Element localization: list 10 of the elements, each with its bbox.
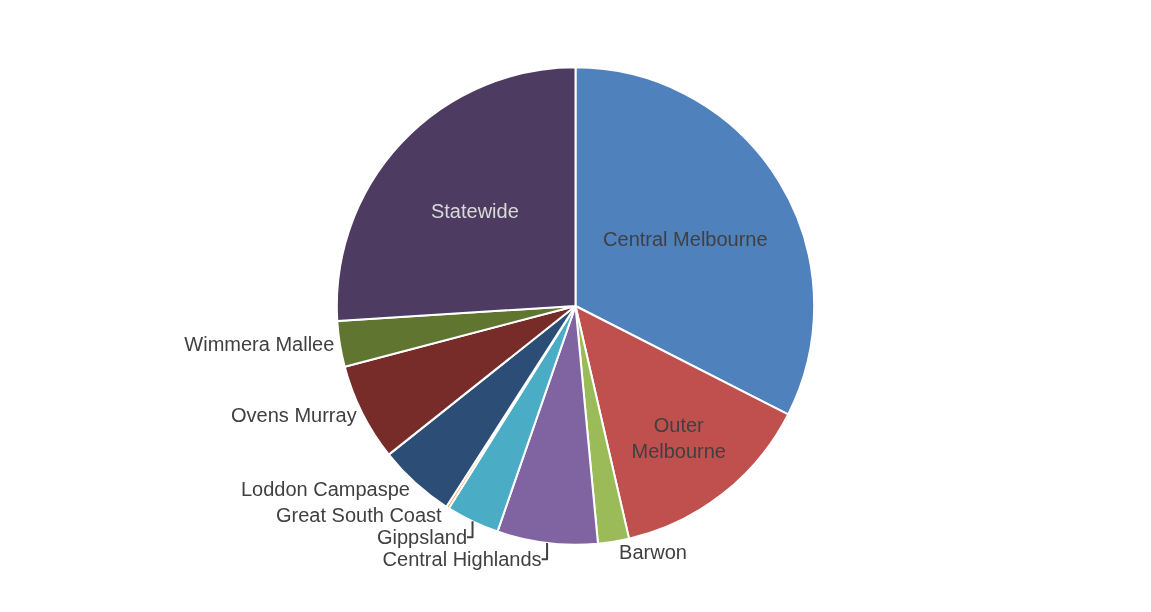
slice-label: Central Melbourne: [603, 227, 768, 250]
slice-label: Outer Melbourne: [631, 414, 726, 463]
slice-label: Gippsland: [376, 526, 468, 549]
slice-label: Barwon: [619, 541, 687, 564]
slice-label: Great South Coast: [276, 504, 443, 527]
slice-label: Ovens Murray: [231, 404, 357, 427]
slice-label: Wimmera Mallee: [184, 333, 335, 356]
slice-label: Central Highlands: [382, 548, 542, 571]
slice-label: Statewide: [430, 200, 519, 223]
slice-label: Loddon Campaspe: [240, 478, 410, 501]
